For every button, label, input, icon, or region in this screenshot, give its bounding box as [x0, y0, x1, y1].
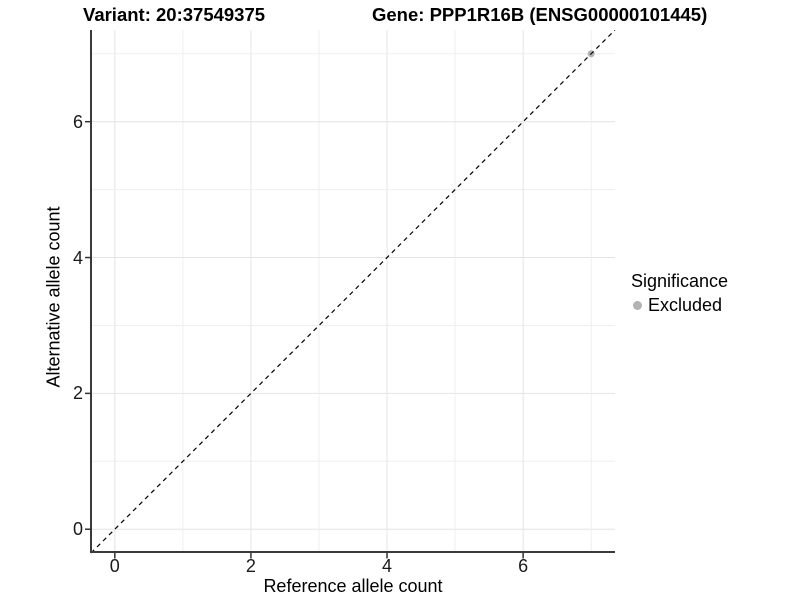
x-tick-label: 6: [518, 556, 529, 576]
legend-item-excluded: Excluded: [631, 295, 728, 316]
identity-dashed-line: [90, 30, 616, 554]
plot-panel: [85, 30, 616, 559]
y-axis-title: Alternative allele count: [43, 206, 64, 388]
legend-item-label: Excluded: [648, 295, 723, 315]
y-tick-label: 0: [72, 519, 83, 540]
y-tick-label: 4: [72, 247, 83, 268]
y-tick-label: 6: [72, 111, 83, 132]
gene-title: Gene: PPP1R16B (ENSG00000101445): [372, 4, 708, 25]
variant-title: Variant: 20:37549375: [83, 4, 266, 25]
x-tick-label: 4: [382, 556, 393, 576]
legend: Significance Excluded: [631, 271, 728, 316]
x-tick-label: 2: [245, 556, 256, 576]
excluded-point-icon: [633, 301, 642, 310]
x-axis-title: Reference allele count: [263, 576, 443, 596]
legend-title: Significance: [631, 271, 729, 291]
x-tick-label: 0: [109, 556, 120, 576]
y-tick-label: 2: [72, 383, 83, 404]
